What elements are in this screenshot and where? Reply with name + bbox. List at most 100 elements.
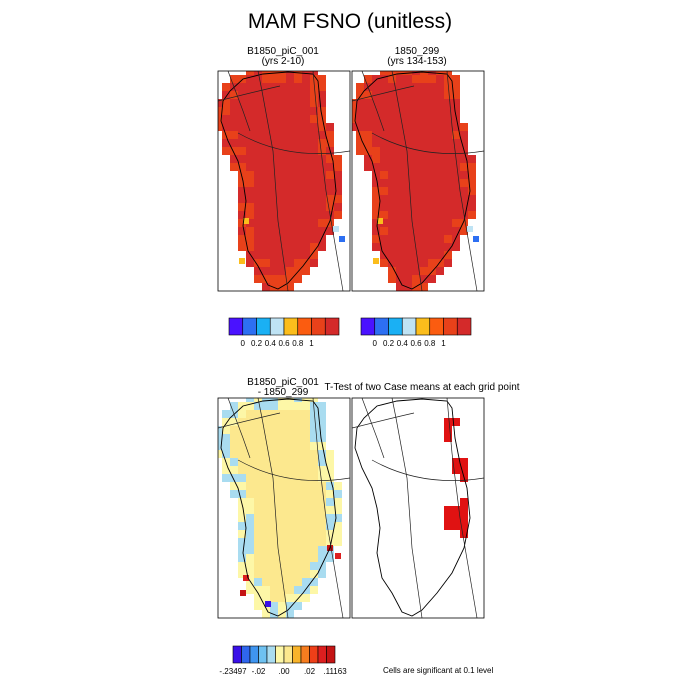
heatmap-cell bbox=[246, 179, 254, 187]
heatmap-cell bbox=[302, 434, 310, 442]
heatmap-cell bbox=[246, 227, 254, 235]
heatmap-cell bbox=[278, 115, 286, 123]
heatmap-cell bbox=[372, 139, 380, 147]
heatmap-cell bbox=[444, 115, 452, 123]
heatmap-cell bbox=[396, 227, 404, 235]
heatmap-cell bbox=[364, 155, 372, 163]
heatmap-cell bbox=[238, 538, 246, 546]
significant-cell bbox=[460, 514, 468, 522]
heatmap-cell bbox=[238, 227, 246, 235]
heatmap-cell bbox=[278, 398, 286, 402]
heatmap-cell bbox=[246, 530, 254, 538]
heatmap-cell bbox=[218, 434, 222, 442]
heatmap-cell bbox=[254, 275, 262, 283]
heatmap-cell bbox=[294, 538, 302, 546]
heatmap-cell bbox=[254, 538, 262, 546]
heatmap-cell bbox=[310, 522, 318, 530]
heatmap-cell bbox=[302, 211, 310, 219]
heatmap-cell bbox=[262, 171, 270, 179]
heatmap-cell bbox=[270, 458, 278, 466]
colorbar-bin bbox=[415, 317, 431, 336]
heatmap-cell bbox=[270, 259, 278, 267]
heatmap-cell bbox=[356, 107, 364, 115]
panel-title-top-right: 1850_299 (yrs 134-153) bbox=[352, 47, 482, 67]
heatmap-cell bbox=[243, 218, 249, 224]
heatmap-cell bbox=[310, 426, 318, 434]
heatmap-cell bbox=[318, 195, 326, 203]
heatmap-cell bbox=[380, 195, 388, 203]
heatmap-cell bbox=[246, 203, 254, 211]
heatmap-cell bbox=[238, 123, 246, 131]
heatmap-cell bbox=[444, 251, 452, 259]
heatmap-cell bbox=[302, 139, 310, 147]
heatmap-cell bbox=[412, 99, 420, 107]
heatmap-cell bbox=[428, 147, 436, 155]
heatmap-cell bbox=[310, 474, 318, 482]
heatmap-cell bbox=[246, 163, 254, 171]
heatmap-cell bbox=[452, 123, 460, 131]
heatmap-cell bbox=[302, 538, 310, 546]
heatmap-cell bbox=[396, 123, 404, 131]
heatmap-cell bbox=[428, 91, 436, 99]
heatmap-cell bbox=[262, 83, 270, 91]
heatmap-cell bbox=[436, 131, 444, 139]
heatmap-cell bbox=[364, 139, 372, 147]
heatmap-cell bbox=[254, 522, 262, 530]
heatmap-cell bbox=[286, 610, 294, 618]
heatmap-cell bbox=[380, 251, 388, 259]
heatmap-cell bbox=[420, 155, 428, 163]
heatmap-cell bbox=[420, 203, 428, 211]
heatmap-cell bbox=[318, 466, 326, 474]
heatmap-cell bbox=[326, 139, 334, 147]
heatmap-cell bbox=[218, 123, 222, 131]
heatmap-cell bbox=[262, 546, 270, 554]
heatmap-cell bbox=[246, 398, 254, 402]
heatmap-cell bbox=[372, 211, 380, 219]
heatmap-cell bbox=[310, 235, 318, 243]
heatmap-cell bbox=[278, 434, 286, 442]
panel-title-top-left-line2: (yrs 2-10) bbox=[261, 56, 305, 67]
heatmap-cell bbox=[310, 586, 318, 594]
heatmap-cell bbox=[460, 227, 468, 235]
heatmap-cell bbox=[364, 123, 372, 131]
heatmap-cell bbox=[254, 219, 262, 227]
meridian-line bbox=[361, 70, 385, 132]
heatmap-cell bbox=[388, 243, 396, 251]
heatmap-cell bbox=[246, 91, 254, 99]
heatmap-cell bbox=[246, 498, 254, 506]
heatmap-cell bbox=[318, 99, 326, 107]
heatmap-cell bbox=[444, 219, 452, 227]
heatmap-cell bbox=[270, 179, 278, 187]
heatmap-cell bbox=[230, 131, 238, 139]
colorbar-tick-label: .11163 bbox=[323, 667, 347, 676]
heatmap-cell bbox=[230, 490, 238, 498]
heatmap-cell bbox=[262, 610, 270, 618]
heatmap-cell bbox=[372, 227, 380, 235]
heatmap-cell bbox=[412, 163, 420, 171]
colorbar-bin bbox=[297, 317, 312, 336]
colorbar-bin bbox=[309, 645, 319, 664]
heatmap-cell bbox=[286, 171, 294, 179]
heatmap-cell bbox=[278, 227, 286, 235]
heatmap-cell bbox=[404, 243, 412, 251]
heatmap-cell bbox=[262, 450, 270, 458]
heatmap-cell bbox=[468, 211, 476, 219]
heatmap-cell bbox=[302, 522, 310, 530]
heatmap-cell bbox=[254, 434, 262, 442]
heatmap-cell bbox=[334, 163, 342, 171]
heatmap-cell bbox=[310, 71, 318, 75]
heatmap-cell bbox=[270, 434, 278, 442]
colorbar-bin bbox=[311, 317, 326, 336]
heatmap-cell bbox=[377, 218, 383, 224]
heatmap-cell bbox=[294, 450, 302, 458]
heatmap-cell bbox=[246, 458, 254, 466]
heatmap-cell bbox=[428, 163, 436, 171]
heatmap-cell bbox=[468, 203, 476, 211]
panel-frame bbox=[351, 397, 485, 619]
heatmap-cell bbox=[468, 195, 476, 203]
heatmap-cell bbox=[286, 187, 294, 195]
heatmap-cell bbox=[436, 123, 444, 131]
heatmap-cell bbox=[436, 235, 444, 243]
heatmap-cell bbox=[230, 75, 238, 83]
heatmap-cell bbox=[388, 83, 396, 91]
